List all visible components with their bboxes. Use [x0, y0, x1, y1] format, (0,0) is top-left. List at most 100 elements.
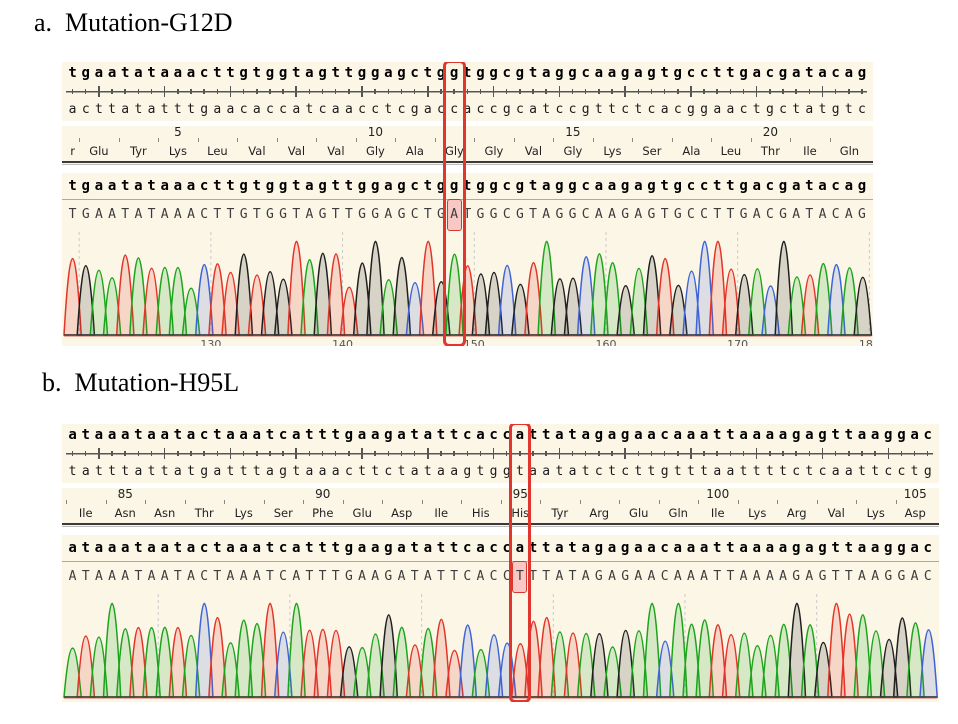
- ruler-tick-cell: [329, 447, 342, 460]
- complement-base: a: [292, 102, 301, 117]
- called-base: G: [371, 207, 380, 222]
- complement-base: t: [134, 102, 143, 117]
- panel-b-title: b. Mutation-H95L: [42, 368, 239, 398]
- ruler-tick-cell: [198, 85, 211, 98]
- ruler-tick-cell: [158, 447, 171, 460]
- aa-number-cell: [671, 126, 712, 142]
- complement-base: t: [226, 464, 235, 479]
- complement-base: c: [647, 102, 656, 117]
- reference-base: t: [68, 65, 77, 81]
- reference-base: t: [252, 65, 261, 81]
- trace-peak-A: [102, 602, 122, 698]
- called-base: G: [344, 569, 353, 584]
- trace-peak-T: [326, 629, 346, 698]
- ruler-tick: [334, 89, 337, 94]
- reference-base: a: [476, 427, 485, 443]
- aa-number-cell: 20: [750, 126, 791, 142]
- aa-number-cell: 5: [158, 126, 198, 142]
- ruler-tick-cell: [816, 85, 829, 98]
- called-base: T: [542, 569, 551, 584]
- trace-peak-A: [221, 642, 241, 698]
- aa-tick: [461, 500, 462, 504]
- trace-peak-G: [273, 278, 293, 336]
- ruler-tick-cell: [776, 85, 789, 98]
- trace-peak-A: [445, 253, 464, 336]
- called-base: C: [660, 569, 669, 584]
- called-base: C: [831, 207, 840, 222]
- reference-base: t: [305, 540, 314, 556]
- reference-base: g: [884, 427, 893, 443]
- reference-base: g: [620, 427, 630, 443]
- ruler-tick: [545, 89, 547, 94]
- reference-base: g: [857, 178, 867, 194]
- called-base: A: [68, 569, 77, 584]
- called-base: T: [529, 569, 537, 584]
- aa-number-cell: [342, 488, 383, 504]
- ruler-tick: [584, 451, 587, 456]
- amino-acid-label: His: [471, 506, 490, 520]
- reference-base: c: [686, 65, 696, 81]
- amino-acid-label: Ala: [405, 144, 424, 158]
- reference-base: a: [752, 540, 761, 556]
- aa-tick: [263, 500, 265, 504]
- ruler-tick: [913, 451, 916, 456]
- chromatogram-trace: [63, 594, 939, 699]
- ruler-tick: [505, 89, 508, 94]
- ruler-tick-cell: [198, 447, 211, 460]
- aa-tick: [737, 500, 739, 504]
- trace-peak-A: [115, 628, 135, 698]
- aa-number-cell: [395, 126, 435, 142]
- ruler-tick: [782, 451, 784, 456]
- trace-peak-A: [168, 266, 188, 336]
- reference-base: c: [660, 427, 669, 443]
- trace-peak-A: [89, 269, 109, 336]
- trace-peak-G: [260, 270, 280, 336]
- called-base: T: [305, 569, 314, 584]
- called-base: T: [292, 207, 301, 222]
- called-base: A: [608, 207, 616, 222]
- ruler-tick-cell: [237, 447, 250, 460]
- reference-base: g: [489, 178, 498, 194]
- reference-base: c: [489, 540, 498, 556]
- complement-base: c: [437, 102, 445, 117]
- reference-base: t: [226, 65, 235, 81]
- called-base: A: [423, 569, 432, 584]
- reference-base: a: [134, 178, 143, 194]
- reference-base: t: [120, 178, 130, 194]
- ruler-tick: [677, 451, 679, 456]
- reference-base: t: [81, 540, 90, 556]
- reference-base: t: [173, 540, 183, 556]
- ruler-tick-cell: [119, 85, 132, 98]
- ruler-tick: [598, 89, 600, 94]
- trace-peak-C: [273, 631, 293, 698]
- reference-base: t: [68, 178, 77, 194]
- trace-peak-G: [589, 633, 609, 698]
- reference-base: t: [292, 65, 301, 81]
- called-base: T: [81, 569, 90, 584]
- ruler-tick: [150, 451, 153, 456]
- called-base: A: [634, 207, 643, 222]
- reference-base: g: [357, 178, 367, 194]
- complement-base: a: [121, 102, 130, 117]
- called-base: A: [134, 207, 143, 222]
- ruler-tick-cell: [382, 447, 395, 460]
- trace-peak-T: [168, 626, 188, 698]
- trace-peak-T: [708, 240, 728, 336]
- ruler-tick-cell: [448, 447, 461, 460]
- called-base: A: [805, 569, 814, 584]
- ruler-tick: [387, 89, 390, 94]
- complement-base: t: [173, 102, 182, 117]
- ruler-tick-cell: [605, 85, 618, 98]
- ruler-tick: [466, 451, 469, 456]
- reference-base: t: [528, 65, 538, 81]
- reference-base: t: [831, 427, 840, 443]
- mutant-base-call: T: [512, 561, 528, 593]
- aa-tick: [829, 138, 831, 142]
- ruler-tick-cell: [434, 85, 447, 98]
- ruler-tick-cell: [500, 85, 513, 98]
- reference-base: a: [107, 427, 117, 443]
- complement-base: t: [358, 464, 366, 479]
- reference-base: a: [818, 65, 827, 81]
